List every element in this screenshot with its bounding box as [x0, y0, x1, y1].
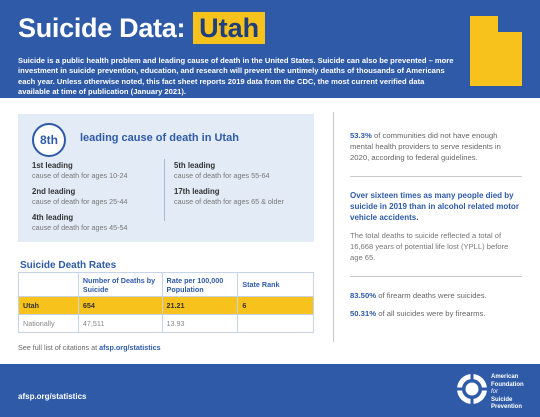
table-cell: 654 — [77, 296, 163, 315]
stat-value: 83.50% — [350, 291, 377, 300]
org-line: Suicide — [491, 396, 513, 403]
table-header-cell: Number of Deaths by Suicide — [77, 272, 163, 297]
table-header-row: Number of Deaths by Suicide Rate per 100… — [18, 272, 314, 297]
rates-table: Number of Deaths by Suicide Rate per 100… — [18, 272, 314, 333]
leading-item-desc: cause of death for ages 65 & older — [174, 197, 284, 206]
table-cell — [237, 314, 314, 333]
table-row-utah: Utah 654 21.21 6 — [18, 296, 314, 315]
table-header-cell: Rate per 100,000 Population — [161, 272, 239, 297]
table-cell: 6 — [237, 296, 314, 315]
citation-link[interactable]: afsp.org/statistics — [99, 343, 161, 352]
stat-comparison: Over sixteen times as many people died b… — [350, 191, 519, 222]
table-cell: Nationally — [18, 314, 79, 333]
footer-banner: afsp.org/statistics American Foundation … — [0, 364, 540, 417]
org-line: American — [491, 374, 519, 380]
stat-divider — [350, 276, 522, 277]
org-line: for — [491, 389, 499, 395]
table-cell: 13.93 — [161, 314, 239, 333]
leading-item: 5th leading cause of death for ages 55-6… — [174, 161, 304, 181]
leading-divider — [164, 159, 165, 221]
intro-paragraph: Suicide is a public health problem and l… — [18, 56, 454, 97]
rates-title: Suicide Death Rates — [20, 260, 117, 271]
stat-value: 50.31% — [350, 309, 377, 318]
table-cell: Utah — [18, 296, 79, 315]
rank-circle: 8th — [32, 123, 66, 157]
utah-map-icon — [470, 16, 522, 86]
leading-item: 4th leading cause of death for ages 45-5… — [32, 213, 162, 233]
org-line: Prevention — [491, 404, 523, 410]
leading-cause-title: leading cause of death in Utah — [80, 132, 239, 144]
stat-text: of firearm deaths were suicides. — [378, 291, 487, 300]
rank-value: 8th — [40, 133, 58, 147]
leading-item-desc: cause of death for ages 10-24 — [32, 171, 128, 180]
leading-item-label: 2nd leading — [32, 187, 76, 196]
stat-divider — [350, 176, 522, 177]
table-cell: 21.21 — [161, 296, 239, 315]
leading-item-desc: cause of death for ages 55-64 — [174, 171, 270, 180]
footer-url-link[interactable]: afsp.org/statistics — [18, 392, 87, 401]
stat-value: 53.3% — [350, 131, 372, 140]
citation-prefix: See full list of citations at — [18, 343, 98, 352]
page-title: Suicide Data: — [18, 12, 186, 43]
leading-item: 1st leading cause of death for ages 10-2… — [32, 161, 162, 181]
table-header-cell: State Rank — [237, 272, 314, 297]
table-cell: 47,511 — [77, 314, 163, 333]
leading-item: 2nd leading cause of death for ages 25-4… — [32, 187, 162, 207]
table-row-national: Nationally 47,511 13.93 — [18, 314, 314, 333]
stat-firearm-deaths: 83.50% of firearm deaths were suicides. — [350, 291, 522, 300]
leading-item-label: 4th leading — [32, 213, 74, 222]
stat-firearm-suicides: 50.31% of all suicides were by firearms. — [350, 309, 522, 318]
leading-item: 17th leading cause of death for ages 65 … — [174, 187, 304, 207]
table-header-cell — [18, 272, 79, 297]
stat-text: of communities did not have enough menta… — [350, 131, 501, 162]
leading-cause-panel: 8th leading cause of death in Utah 1st l… — [18, 114, 314, 242]
leading-item-desc: cause of death for ages 25-44 — [32, 197, 128, 206]
title-row: Suicide Data: Utah — [18, 12, 266, 44]
column-divider — [333, 112, 334, 342]
afsp-logo-icon — [457, 374, 487, 404]
citation-note: See full list of citations at afsp.org/s… — [18, 343, 161, 352]
stat-text: of all suicides were by firearms. — [378, 309, 486, 318]
header-banner: Suicide Data: Utah Suicide is a public h… — [0, 0, 540, 98]
leading-item-desc: cause of death for ages 45-54 — [32, 223, 128, 232]
org-line: Foundation — [491, 381, 524, 388]
footer-org-name: American Foundation for Suicide Preventi… — [491, 374, 539, 412]
leading-item-label: 5th leading — [174, 161, 216, 170]
state-name-badge: Utah — [193, 12, 266, 44]
stat-providers: 53.3% of communities did not have enough… — [350, 130, 522, 163]
stat-ypll: The total deaths to suicide reflected a … — [350, 231, 509, 262]
leading-item-label: 1st leading — [32, 161, 73, 170]
leading-item-label: 17th leading — [174, 187, 220, 196]
